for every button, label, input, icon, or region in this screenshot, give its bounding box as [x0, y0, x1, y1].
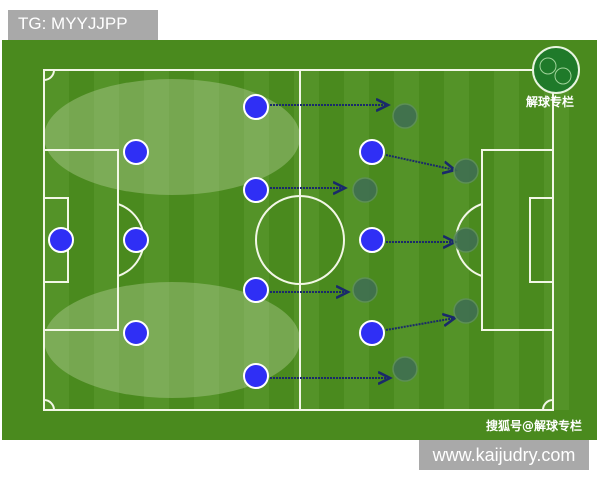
opponent-player	[453, 298, 479, 324]
team-player	[359, 320, 385, 346]
stripe	[544, 70, 569, 410]
team-player	[123, 139, 149, 165]
pitch-stripes	[44, 70, 569, 410]
opponent-player	[453, 227, 479, 253]
corner-arc	[542, 399, 554, 411]
shaded-zone	[44, 79, 300, 195]
stripe	[94, 70, 119, 410]
logo-text: 解球专栏	[526, 95, 575, 109]
header-tag: TG: MYYJJPP	[8, 10, 158, 40]
team-player	[48, 227, 74, 253]
team-player	[243, 363, 269, 389]
credit-text: 搜狐号@解球专栏	[486, 419, 583, 433]
stripe	[294, 70, 319, 410]
logo	[532, 46, 580, 94]
team-player	[123, 227, 149, 253]
opponent-player	[352, 177, 378, 203]
corner-arc	[43, 399, 55, 411]
movement-arrows	[270, 105, 455, 378]
opponent-player	[352, 277, 378, 303]
team-player	[123, 320, 149, 346]
team-player	[359, 139, 385, 165]
center-circle	[255, 195, 345, 285]
opponent-player	[453, 158, 479, 184]
pitch-lines	[43, 69, 554, 411]
team-player	[359, 227, 385, 253]
team-player	[243, 177, 269, 203]
shaded-zones	[44, 79, 300, 398]
movement-arrow	[385, 318, 455, 331]
opponent-player	[392, 356, 418, 382]
opponent-players	[352, 103, 479, 382]
right-goal-box	[529, 197, 554, 283]
shaded-zone	[44, 282, 300, 398]
stripe	[494, 70, 519, 410]
team-player	[243, 277, 269, 303]
footer-tag: www.kaijudry.com	[419, 440, 589, 470]
team-player	[243, 94, 269, 120]
stripe	[194, 70, 219, 410]
movement-arrow	[385, 154, 455, 170]
opponent-player	[392, 103, 418, 129]
team-players	[48, 94, 385, 389]
corner-arc	[43, 69, 55, 81]
